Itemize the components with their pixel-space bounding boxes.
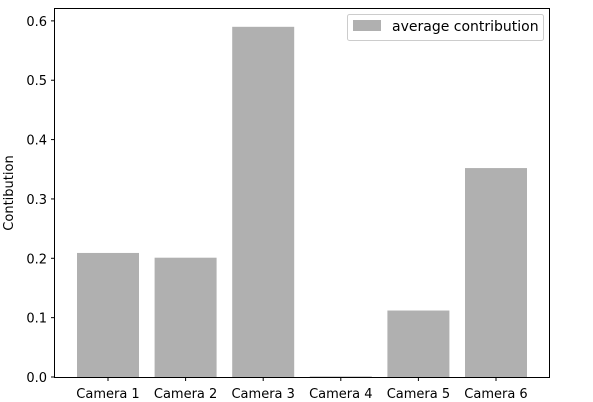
y-tick-label: 0.2 (26, 252, 47, 267)
legend-label: average contribution (392, 19, 539, 35)
x-axis: Camera 1 Camera 2 Camera 3 Camera 4 Camera 5… (76, 377, 528, 402)
x-tick-label: Camera 1 (76, 387, 139, 402)
y-tick-label: 0.3 (26, 193, 47, 208)
bars-group (77, 26, 527, 378)
bar-camera-4 (309, 376, 372, 378)
y-tick-label: 0.0 (26, 371, 47, 386)
y-tick-label: 0.5 (26, 74, 47, 89)
x-tick-label: Camera 3 (231, 387, 294, 402)
y-tick-label: 0.4 (26, 134, 47, 149)
x-tick-label: Camera 6 (464, 387, 527, 402)
plot-frame (54, 8, 550, 378)
bar-camera-2 (154, 257, 217, 377)
y-axis: 0.0 0.1 0.2 0.3 0.4 0.5 0.6 (26, 15, 55, 386)
bar-camera-5 (387, 310, 450, 377)
legend-swatch (353, 20, 381, 31)
x-tick-label: Camera 5 (387, 387, 450, 402)
bar-camera-6 (465, 168, 527, 377)
x-tick-label: Camera 4 (309, 387, 372, 402)
legend-frame (347, 14, 544, 41)
y-tick-label: 0.6 (26, 15, 47, 30)
y-axis-label: Contibution (2, 155, 17, 230)
legend: average contribution (347, 14, 544, 41)
y-tick-label: 0.1 (26, 312, 47, 327)
bar-camera-1 (77, 252, 139, 377)
bar-camera-3 (232, 26, 295, 377)
x-tick-label: Camera 2 (154, 387, 217, 402)
